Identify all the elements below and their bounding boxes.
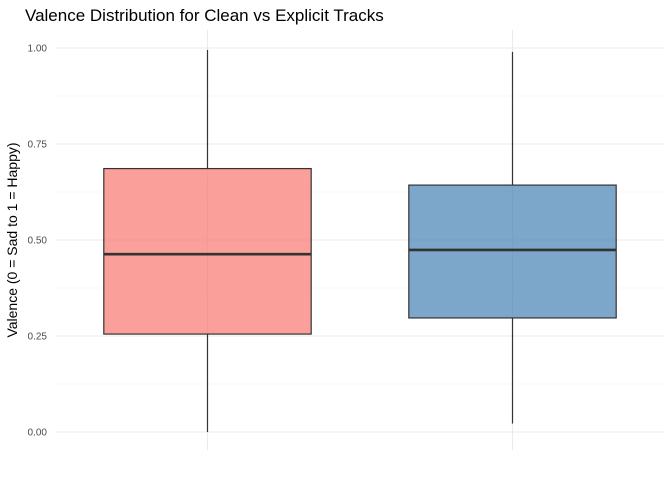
box-group bbox=[408, 51, 617, 424]
boxes bbox=[103, 49, 617, 432]
box-group bbox=[103, 49, 312, 432]
chart-title: Valence Distribution for Clean vs Explic… bbox=[25, 6, 384, 25]
iqr-box bbox=[408, 184, 617, 319]
y-tick-label: 0.00 bbox=[28, 428, 48, 439]
y-tick-label: 0.50 bbox=[28, 236, 48, 247]
y-axis-title: Valence (0 = Sad to 1 = Happy) bbox=[4, 142, 20, 337]
y-tick-label: 0.75 bbox=[28, 140, 48, 151]
iqr-box bbox=[103, 167, 312, 335]
y-tick-label: 1.00 bbox=[28, 44, 48, 55]
y-tick-labels: 0.00 0.25 0.50 0.75 1.00 bbox=[28, 44, 48, 439]
y-tick-label: 0.25 bbox=[28, 332, 48, 343]
